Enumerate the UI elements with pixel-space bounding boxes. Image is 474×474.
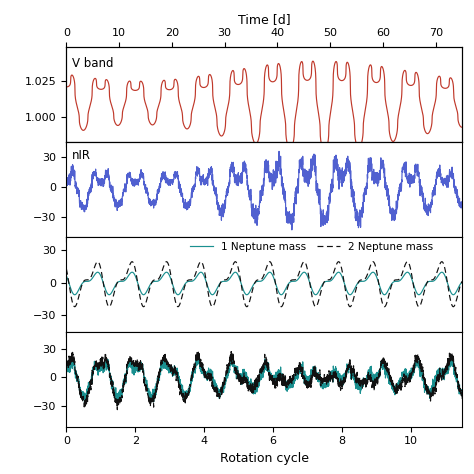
1 Neptune mass xyxy=(461,279,466,284)
1 Neptune mass xyxy=(453,290,459,295)
2 Neptune mass xyxy=(453,299,459,305)
2 Neptune mass xyxy=(410,281,416,287)
1 Neptune mass xyxy=(64,273,69,279)
1 Neptune mass xyxy=(141,292,146,298)
1 Neptune mass xyxy=(233,270,239,275)
Line: 1 Neptune mass: 1 Neptune mass xyxy=(66,272,464,295)
2 Neptune mass xyxy=(267,259,273,264)
Legend: 1 Neptune mass, 2 Neptune mass: 1 Neptune mass, 2 Neptune mass xyxy=(186,237,438,256)
X-axis label: Rotation cycle: Rotation cycle xyxy=(220,452,309,465)
2 Neptune mass xyxy=(216,285,222,291)
Line: 2 Neptune mass: 2 Neptune mass xyxy=(66,262,464,307)
2 Neptune mass xyxy=(461,277,466,283)
1 Neptune mass xyxy=(410,281,416,286)
1 Neptune mass xyxy=(109,290,115,295)
2 Neptune mass xyxy=(141,304,146,310)
2 Neptune mass xyxy=(109,300,115,305)
1 Neptune mass xyxy=(267,269,273,275)
Text: V band: V band xyxy=(73,57,114,70)
X-axis label: Time [d]: Time [d] xyxy=(238,14,291,27)
Text: nIR: nIR xyxy=(73,149,91,162)
2 Neptune mass xyxy=(132,266,138,272)
1 Neptune mass xyxy=(216,283,222,288)
2 Neptune mass xyxy=(233,259,239,265)
2 Neptune mass xyxy=(64,266,69,272)
1 Neptune mass xyxy=(132,273,138,279)
